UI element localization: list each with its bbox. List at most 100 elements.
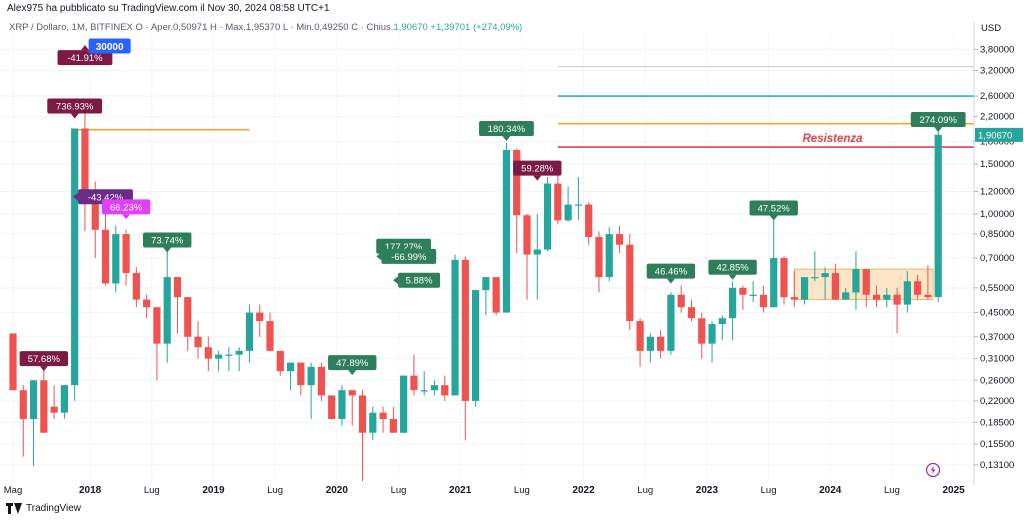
time-tick-label: 2021 (449, 485, 472, 496)
price-tick-label: 3,80000 (980, 44, 1014, 55)
candle (328, 395, 336, 420)
callout-text: 59.28% (521, 164, 554, 175)
price-tick-label: 0,70000 (980, 253, 1014, 264)
candle-body (358, 395, 367, 433)
callout-pointer (70, 113, 79, 119)
candle (924, 265, 932, 300)
candle (461, 256, 469, 441)
callout-box (88, 38, 131, 54)
symbol-name[interactable]: XRP / Dollaro, 1M, BITFINEX (9, 22, 133, 33)
callout-label: 59.28% (513, 160, 562, 181)
candle-body (235, 350, 243, 355)
callout-box (646, 263, 696, 279)
callout-label: 736.93% (47, 98, 103, 119)
candle (143, 294, 151, 319)
candle-body (862, 269, 870, 295)
candle-body (657, 336, 665, 351)
candle-body (163, 277, 171, 344)
candle (646, 333, 654, 363)
time-tick-label: Lug (144, 485, 160, 496)
callout-pointer (73, 192, 79, 201)
candle-body (687, 307, 696, 319)
candle (369, 406, 377, 441)
candle-body (143, 299, 151, 308)
time-tick-label: Lug (267, 485, 283, 496)
candle (852, 251, 860, 310)
callout-box (57, 50, 113, 66)
candle (903, 271, 911, 313)
candle (379, 406, 387, 433)
candle-body (585, 204, 593, 238)
candle-body (451, 259, 459, 396)
candle-body (194, 336, 202, 348)
price-tick-label: 0,22000 (980, 396, 1014, 407)
price-tick-label: 1,00000 (980, 209, 1014, 220)
candle-body (831, 273, 839, 300)
candle (749, 281, 757, 303)
candle (492, 277, 500, 316)
candle (19, 385, 27, 457)
candle-body (204, 347, 212, 359)
price-tick-label: 0,13100 (980, 460, 1014, 471)
time-tick-label: Lug (761, 485, 777, 496)
price-tick-label: 0,55000 (980, 283, 1014, 294)
candle (790, 271, 798, 308)
candle (605, 227, 613, 282)
callout-text: 274.09% (919, 115, 957, 126)
price-tick-label: 0,26000 (980, 375, 1014, 386)
callout-box (708, 259, 757, 275)
candle-body (173, 277, 182, 298)
callout-text: 47.52% (758, 204, 791, 215)
candle-body (461, 259, 469, 401)
candle (502, 142, 511, 313)
callout-pointer (163, 247, 172, 253)
candle (389, 406, 397, 433)
time-tick-label: Lug (884, 485, 900, 496)
candle-body (430, 385, 439, 391)
candle (256, 304, 264, 337)
candle-body (749, 294, 757, 296)
candle-body (677, 294, 685, 308)
candle-body (225, 354, 233, 356)
lightning-bolt (930, 466, 936, 474)
candle (482, 277, 490, 316)
candle (759, 285, 768, 313)
time-tick-label: 2025 (942, 485, 965, 496)
callout-label: 73.74% (143, 232, 192, 253)
close-label: C · Chius. (351, 22, 394, 33)
time-axis: Mag 2018 Lug 2019 Lug 2020 Lug 2021 Lug 2022 Lug 20… (4, 462, 965, 496)
footer-brand[interactable]: TradingView (6, 503, 81, 514)
time-tick-label: 2020 (326, 485, 349, 496)
last-price-text: 1,90670 (978, 130, 1012, 141)
candle (400, 375, 408, 433)
candle (636, 318, 644, 367)
callout-pointer (769, 215, 778, 221)
resistance-lines: Resistenza (74, 66, 974, 148)
candle-body (328, 395, 336, 420)
candle-body (698, 318, 706, 344)
price-tick-label: 1,20000 (980, 187, 1014, 198)
candle (811, 251, 819, 282)
candle (50, 385, 58, 420)
candle-body (317, 366, 325, 396)
callout-box (749, 200, 798, 216)
candle (698, 312, 706, 359)
callout-text: 73.74% (151, 236, 184, 247)
candle-body (636, 321, 644, 351)
candle-body (215, 354, 223, 359)
candle (657, 330, 665, 359)
candle (430, 380, 439, 396)
callout-label: 47.89% (328, 355, 377, 376)
candle (687, 299, 696, 322)
candle (934, 131, 942, 303)
open-value: O · Aper.0,50971 (135, 22, 208, 33)
candle-body (132, 273, 140, 300)
callout-pointer (533, 175, 542, 181)
candle-body (112, 234, 120, 284)
callout-box (328, 355, 377, 371)
candle (204, 336, 212, 372)
candle (235, 347, 243, 372)
callout-label: 47.52% (749, 200, 798, 221)
candle-body (410, 375, 418, 391)
